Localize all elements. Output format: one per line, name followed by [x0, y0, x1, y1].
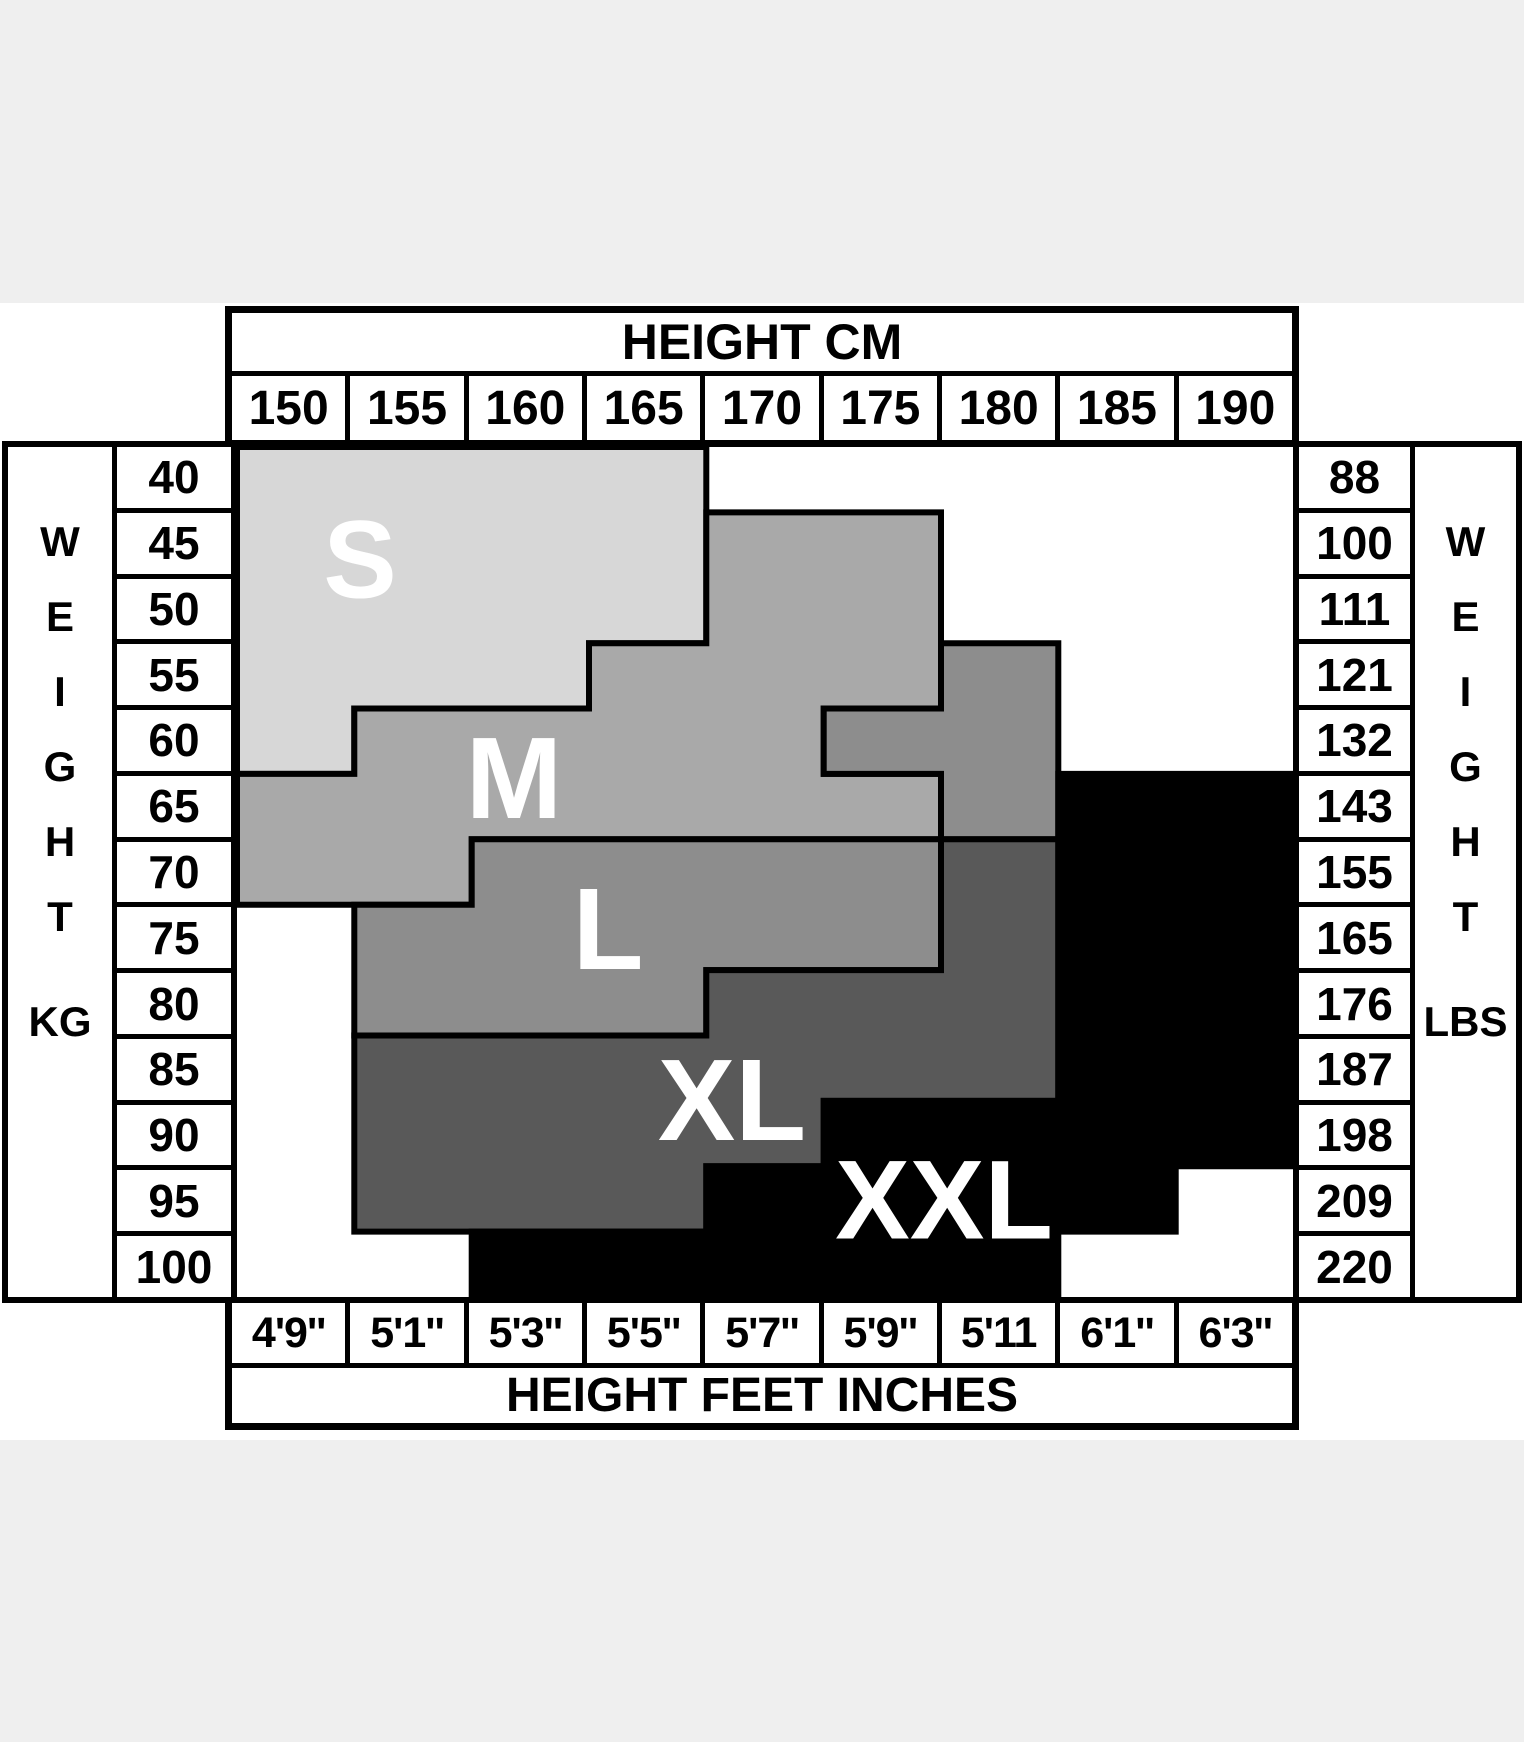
height-ft-value: 6'3'' [1198, 1308, 1274, 1357]
weight-lbs-value: 209 [1299, 1170, 1410, 1237]
height-cm-value: 160 [469, 376, 587, 440]
weight-lbs-value: 121 [1299, 644, 1410, 711]
weight-kg-value: 55 [117, 644, 231, 711]
height-cm-table: HEIGHT CM 150 155 160 165 170 175 180 185 190 [225, 306, 1299, 447]
height-ft-title: HEIGHT FEET INCHES [505, 1369, 1019, 1422]
weight-lbs-value: 176 [1299, 973, 1410, 1039]
weight-kg-letters: W E I G H T KG [8, 447, 117, 1297]
weight-letter: E [45, 593, 74, 640]
height-ft-value: 4'9'' [232, 1303, 351, 1363]
height-ft-value: 5'7'' [705, 1303, 824, 1363]
height-cm-value: 155 [350, 376, 469, 440]
height-cm-value: 165 [587, 376, 706, 440]
size-grid: S M L XL XXL [231, 441, 1299, 1303]
weight-lbs-value: 165 [1299, 907, 1410, 974]
weight-lbs-value: 111 [1299, 579, 1410, 645]
weight-letter: W [1445, 518, 1486, 565]
weight-lbs-values: 88 100 111 121 132 143 155 165 176 187 198 209 220 [1299, 447, 1410, 1297]
weight-kg-value: 40 [117, 447, 231, 513]
lbs-unit-label: LBS [1423, 998, 1508, 1045]
size-region-l [820, 640, 1062, 843]
size-region-xxl [468, 770, 1293, 1297]
weight-kg-value: 90 [117, 1105, 231, 1171]
weight-kg-value: 80 [117, 973, 231, 1039]
weight-letter: W [40, 518, 80, 565]
height-cm-values: 150 155 160 165 170 175 180 185 190 [232, 376, 1292, 440]
height-cm-value: 190 [1195, 381, 1276, 435]
weight-letter: T [47, 893, 73, 940]
height-ft-value: 5'5'' [587, 1303, 706, 1363]
page-bottom-band [0, 1440, 1524, 1742]
weight-kg-value: 100 [135, 1240, 213, 1293]
height-ft-value: 6'1'' [1060, 1303, 1179, 1363]
height-ft-value: 5'1'' [350, 1303, 469, 1363]
weight-letter: I [54, 668, 66, 715]
weight-kg-value: 75 [117, 907, 231, 974]
weight-letter: I [1459, 668, 1472, 715]
size-label-xxl: XXL [835, 1138, 1053, 1263]
kg-unit-label: KG [28, 998, 92, 1045]
size-label-l: L [573, 864, 644, 994]
weight-kg-value: 50 [117, 579, 231, 645]
height-ft-value: 5'11 [942, 1303, 1061, 1363]
weight-kg-value: 70 [117, 842, 231, 908]
height-cm-title: HEIGHT CM [232, 313, 1292, 376]
size-label-m: M [466, 713, 563, 843]
weight-kg-values: 40 45 50 55 60 65 70 75 80 85 90 95 100 [117, 447, 231, 1297]
height-cm-value: 170 [705, 376, 824, 440]
height-ft-table: 4'9'' 5'1'' 5'3'' 5'5'' 5'7'' 5'9'' 5'11 6'1'' 6… [225, 1297, 1299, 1430]
weight-lbs-value: 187 [1299, 1039, 1410, 1105]
weight-lbs-table: 88 100 111 121 132 143 155 165 176 187 198 209 220 W… [1293, 441, 1522, 1303]
weight-lbs-value: 155 [1299, 842, 1410, 908]
weight-letter: T [1452, 893, 1479, 940]
weight-lbs-value: 132 [1299, 710, 1410, 776]
height-ft-value: 5'3'' [469, 1303, 587, 1363]
height-cm-value: 175 [824, 376, 942, 440]
weight-lbs-value: 88 [1299, 447, 1410, 513]
weight-kg-value: 60 [117, 710, 231, 776]
weight-lbs-value: 198 [1299, 1105, 1410, 1171]
weight-lbs-value: 100 [1299, 513, 1410, 579]
weight-kg-value: 85 [117, 1039, 231, 1105]
height-cm-value: 180 [942, 376, 1061, 440]
weight-kg-value: 95 [117, 1170, 231, 1237]
height-ft-value: 5'9'' [824, 1303, 942, 1363]
height-cm-value: 150 [232, 376, 351, 440]
weight-lbs-value: 220 [1316, 1240, 1393, 1293]
weight-letter: H [1450, 818, 1481, 865]
page-top-band [0, 0, 1524, 303]
weight-lbs-value: 143 [1299, 776, 1410, 842]
size-label-xl: XL [658, 1035, 806, 1165]
weight-letter: H [44, 818, 76, 865]
weight-letter: E [1451, 593, 1480, 640]
weight-kg-table: W E I G H T KG 40 45 50 55 60 65 70 75 80 85 90 95 1… [2, 441, 237, 1303]
height-ft-values: 4'9'' 5'1'' 5'3'' 5'5'' 5'7'' 5'9'' 5'11 6'1'' 6… [232, 1303, 1292, 1368]
weight-letter: G [43, 743, 77, 790]
weight-kg-value: 45 [117, 513, 231, 579]
weight-kg-value: 65 [117, 776, 231, 842]
weight-lbs-letters: W E I G H T LBS [1410, 447, 1516, 1297]
height-cm-value: 185 [1060, 376, 1179, 440]
weight-letter: G [1449, 743, 1482, 790]
size-label-s: S [323, 499, 396, 622]
